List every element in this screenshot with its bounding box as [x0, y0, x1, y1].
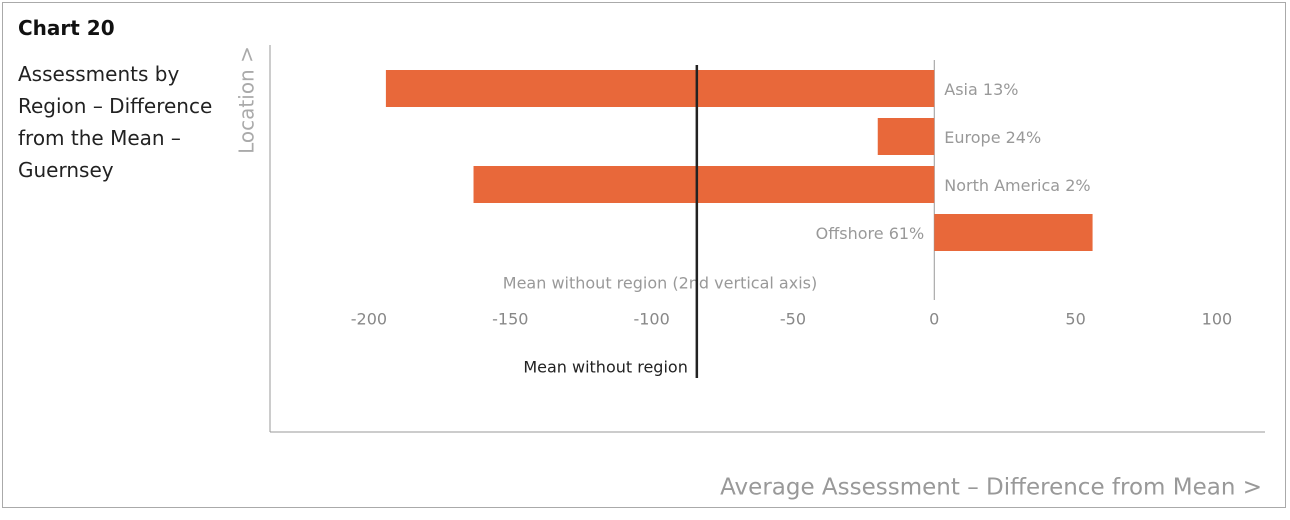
chart-title: Chart 20	[18, 16, 115, 40]
x-tick-label: 100	[1202, 310, 1233, 329]
x-tick-label: -200	[351, 310, 387, 329]
x-tick-label: 0	[929, 310, 939, 329]
x-tick-label: 50	[1065, 310, 1085, 329]
bar	[473, 166, 935, 203]
legend-label: Mean without region (2nd vertical axis)	[503, 274, 817, 293]
chart-subtitle: Assessments by Region – Difference from …	[18, 62, 213, 182]
bar	[934, 214, 1093, 251]
y-axis-label: Location >	[235, 46, 259, 154]
bar	[385, 70, 935, 107]
frame	[2, 2, 1286, 508]
category-label: Offshore 61%	[816, 224, 925, 243]
x-tick-label: -100	[633, 310, 669, 329]
bar	[877, 118, 935, 155]
x-tick-label: -50	[780, 310, 806, 329]
x-axis-label: Average Assessment – Difference from Mea…	[720, 475, 1262, 501]
category-label: North America 2%	[944, 176, 1090, 195]
category-label: Asia 13%	[944, 80, 1018, 99]
category-label: Europe 24%	[944, 128, 1041, 147]
x-tick-label: -150	[492, 310, 528, 329]
mean-label: Mean without region	[523, 358, 688, 377]
